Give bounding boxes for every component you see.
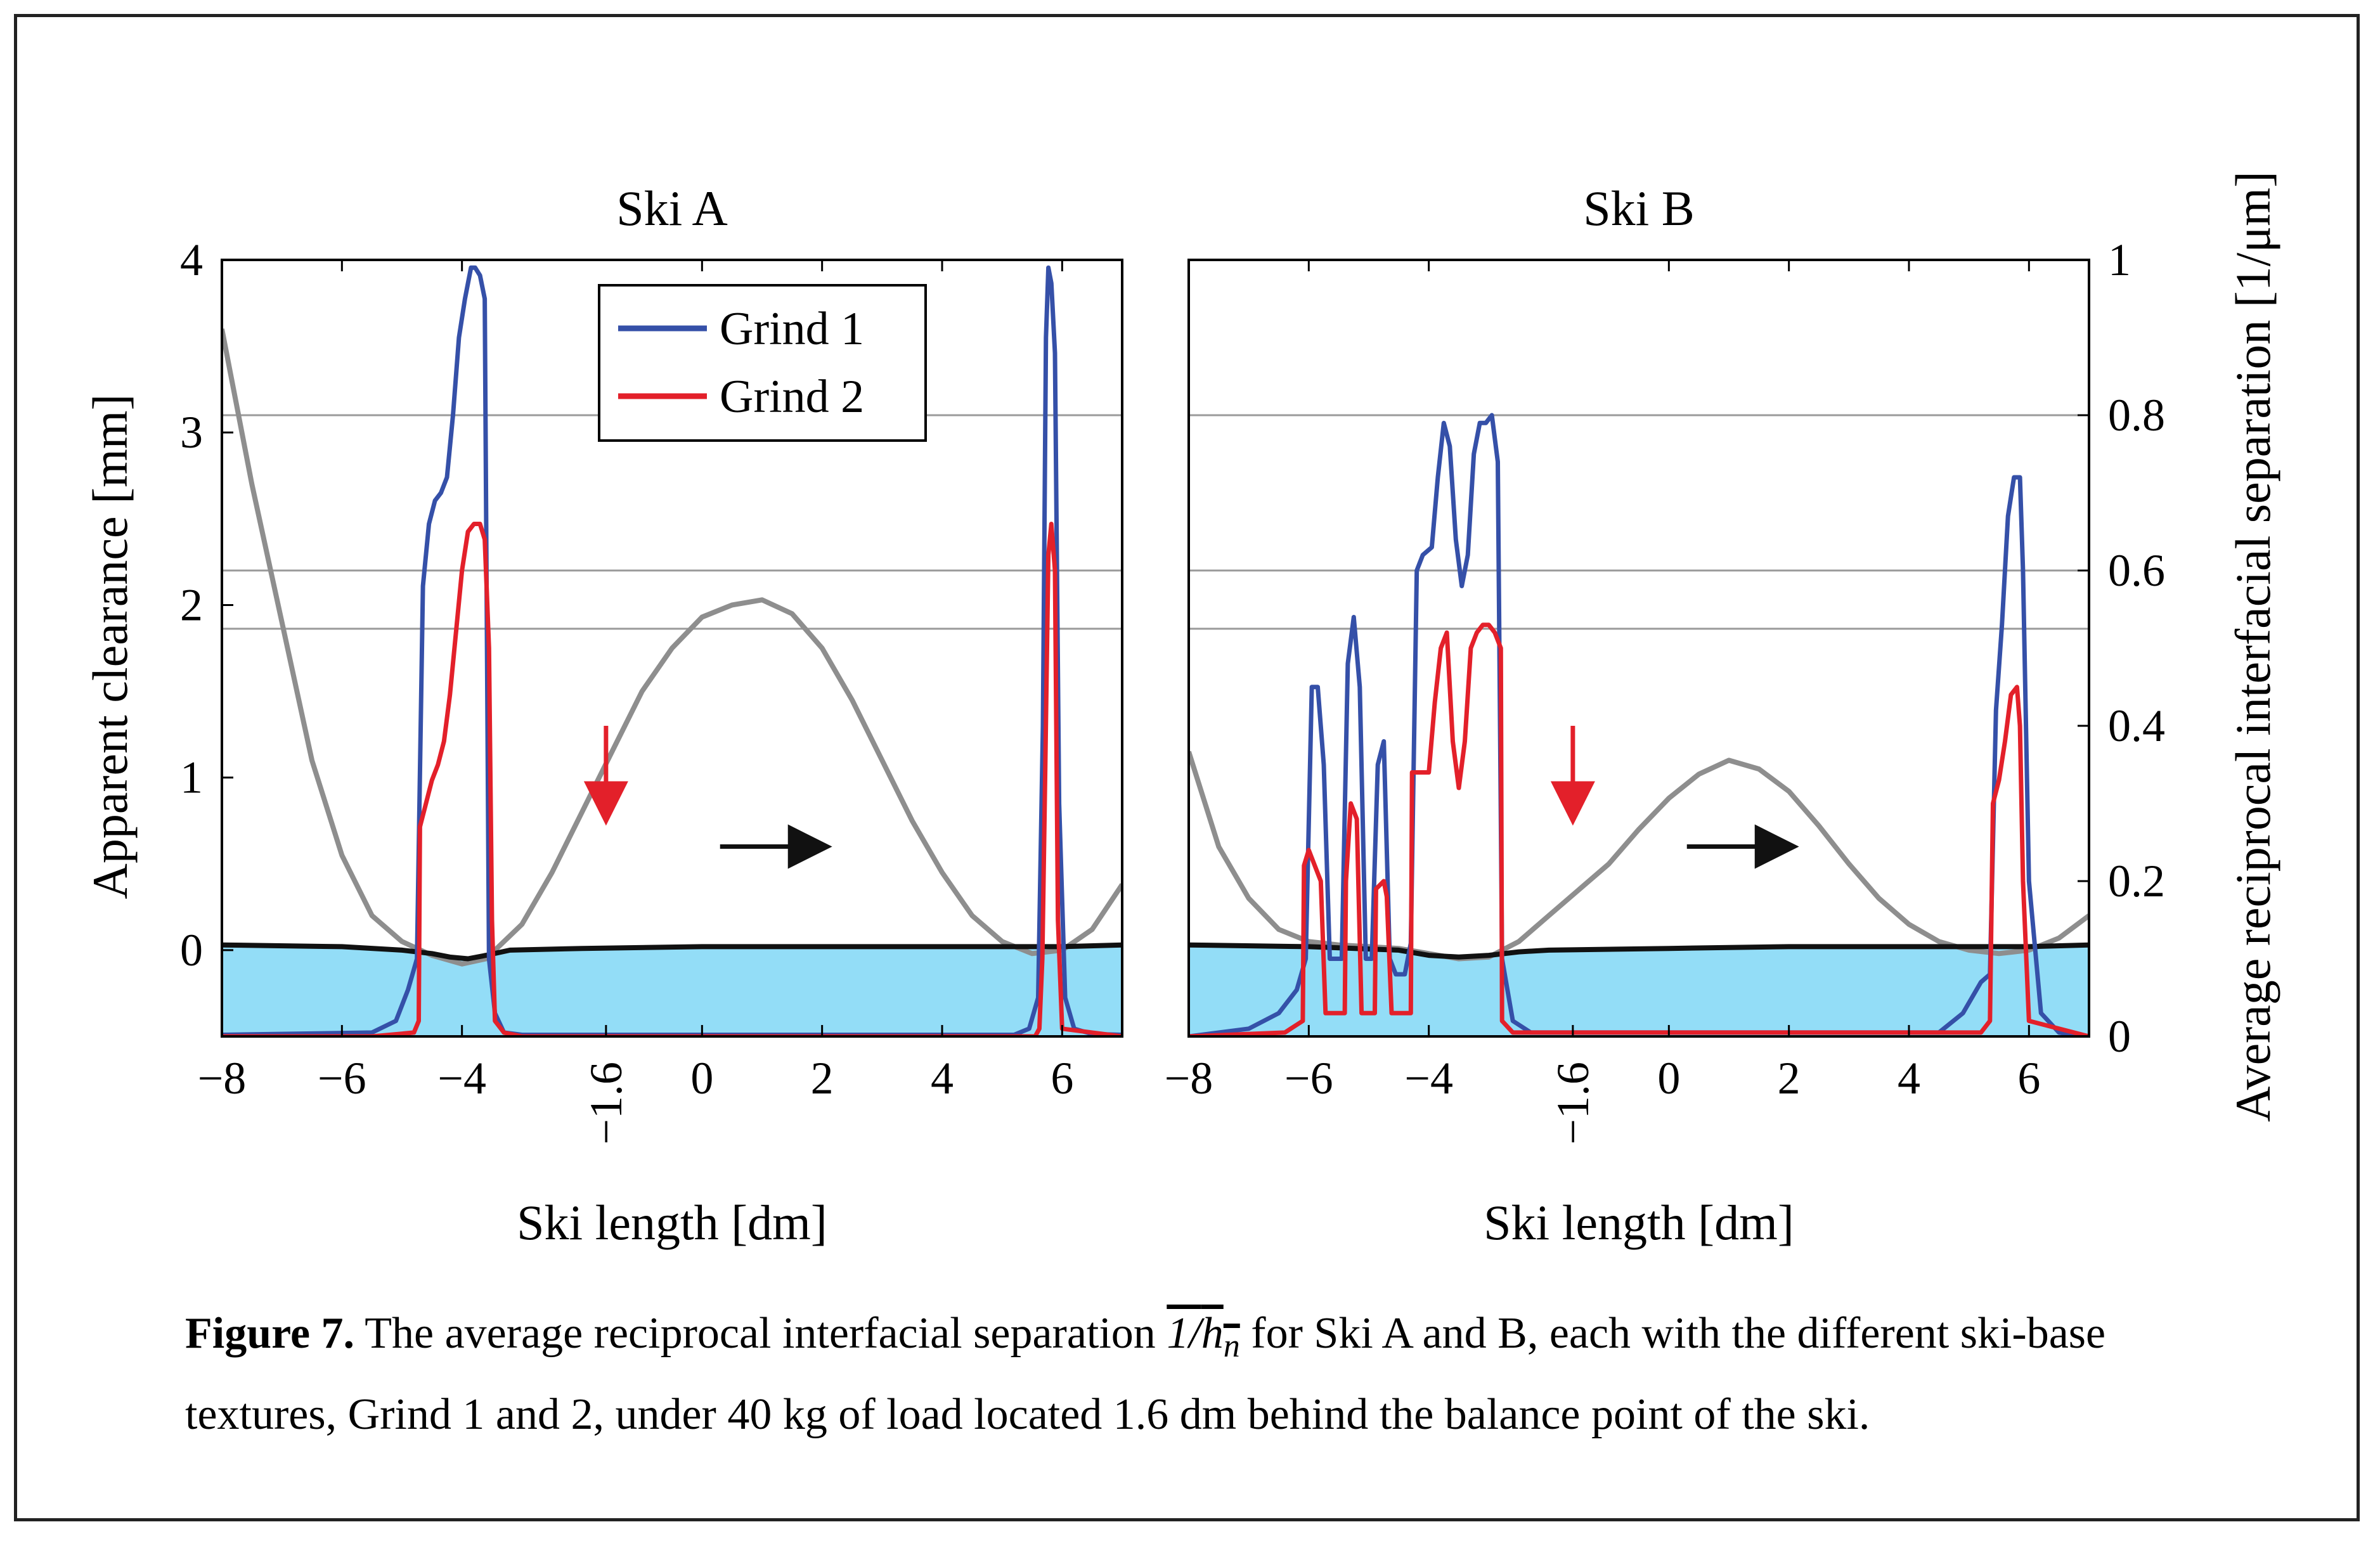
ski-a-clearance-line: [222, 328, 1122, 967]
figure-frame: [14, 14, 2360, 1521]
ski-b-y2tick-label: 0.8: [2108, 390, 2165, 441]
ski-a-xtick-label: −8: [198, 1053, 247, 1104]
ski-b-grind-1-line: [1189, 413, 2089, 1036]
ski-a-xtick-label: −6: [318, 1053, 366, 1104]
ski-a-chart: −8 −6 −4 0 2 4 6 −1.6 0 1 2 3 4 Ski A Ski length [dm]: [180, 181, 1123, 1250]
ski-a-x-axis-label: Ski length [dm]: [517, 1195, 827, 1250]
caption-label: Figure 7.: [185, 1309, 355, 1358]
caption-text-after: for Ski A and B, each with the different…: [185, 1309, 2106, 1439]
ski-b-xtick-label: 0: [1657, 1053, 1680, 1104]
legend-box: [598, 284, 927, 442]
ski-b-y2tick-label: 0: [2108, 1011, 2131, 1062]
ski-b-title: Ski B: [1583, 181, 1695, 236]
ski-a-ytick-label: 3: [180, 407, 203, 458]
ski-a-xtick-label: 2: [811, 1053, 834, 1104]
ski-a-grind-2-line: [222, 522, 1122, 1036]
ski-a-xtick-load-label: −1.6: [581, 1062, 631, 1145]
ski-a-ytick-label: 0: [180, 925, 203, 976]
ski-b-y2tick-label: 0.6: [2108, 545, 2165, 596]
ski-b-x-axis-label: Ski length [dm]: [1484, 1195, 1794, 1250]
ski-a-xtick-label: 4: [931, 1053, 954, 1104]
caption-text-before: The average reciprocal interfacial separ…: [354, 1309, 1167, 1358]
ski-a-xtick-label: 6: [1051, 1053, 1073, 1104]
figure-caption: Figure 7. The average reciprocal interfa…: [185, 1299, 2214, 1449]
ski-b-xtick-label: −4: [1404, 1053, 1453, 1104]
ski-b-snow-fill: [1189, 945, 2089, 1036]
ski-b-xtick-load-label: −1.6: [1548, 1062, 1598, 1145]
ski-b-y2tick-label: 0.4: [2108, 700, 2165, 751]
y-axis-label-left: Apparent clearance [mm]: [82, 394, 138, 899]
legend-label-grind-1: Grind 1: [720, 303, 864, 355]
ski-b-grind-2-line: [1189, 622, 2089, 1036]
caption-math-sub: n: [1223, 1328, 1240, 1364]
ski-b-xtick-label: −8: [1165, 1053, 1213, 1104]
ski-b-chart: −8 −6 −4 0 2 4 6 −1.6 0 0.2 0.4 0.6 0.8 1 Ski B Ski len…: [1165, 181, 2165, 1250]
ski-a-plot-frame: [221, 259, 1123, 1038]
caption-math: 1/hn: [1167, 1309, 1239, 1364]
caption-math-var: h: [1201, 1309, 1224, 1358]
ski-b-xtick-label: −6: [1284, 1053, 1333, 1104]
y-axis-label-right: Average reciprocal interfacial separatio…: [2225, 171, 2280, 1122]
ski-b-base-line: [1189, 942, 2089, 960]
ski-b-xtick-label: 4: [1898, 1053, 1920, 1104]
caption-math-numerator: 1/: [1167, 1309, 1201, 1358]
ski-a-xtick-label: −4: [437, 1053, 486, 1104]
ski-b-xtick-label: 6: [2017, 1053, 2040, 1104]
ski-a-xtick-label: 0: [690, 1053, 713, 1104]
ski-a-ytick-label: 1: [180, 752, 203, 803]
ski-b-xtick-label: 2: [1778, 1053, 1801, 1104]
legend-label-grind-2: Grind 2: [720, 371, 864, 423]
ski-b-y2tick-label: 1: [2108, 235, 2131, 285]
ski-b-plot-frame: [1187, 259, 2090, 1038]
ski-b-y2tick-label: 0.2: [2108, 856, 2165, 906]
ski-a-snow-fill: [222, 945, 1122, 1036]
legend: Grind 1 Grind 2: [598, 284, 927, 442]
ski-b-clearance-line: [1189, 751, 2089, 962]
ski-a-ytick-label: 2: [180, 579, 203, 630]
ski-a-base-line: [222, 942, 1122, 962]
ski-a-ytick-label: 4: [180, 235, 203, 285]
ski-a-title: Ski A: [616, 181, 728, 236]
